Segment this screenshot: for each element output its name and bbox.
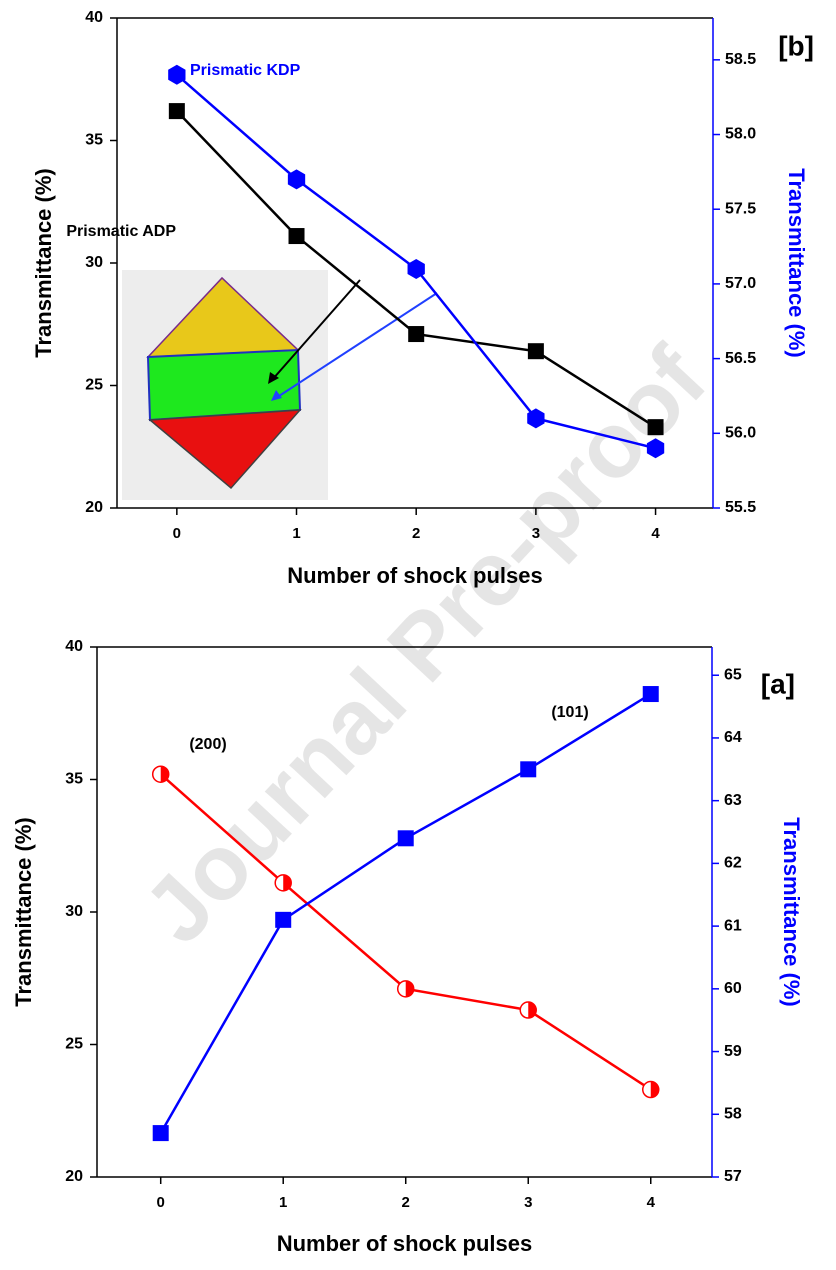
x-tick-label: 4	[647, 1194, 656, 1211]
series-label: (101)	[551, 704, 588, 721]
y2-tick-label: 65	[724, 666, 742, 683]
y-tick-label: 20	[65, 1168, 83, 1185]
marker	[397, 830, 414, 847]
y2-tick-label: 61	[724, 917, 742, 934]
marker	[519, 1001, 537, 1019]
marker	[274, 874, 292, 892]
marker	[287, 169, 306, 190]
y2-tick-label: 56.5	[725, 350, 756, 367]
marker	[168, 64, 186, 85]
arrow-head	[268, 372, 279, 384]
x-tick-label: 1	[292, 525, 300, 542]
y2-tick-label: 55.5	[725, 499, 756, 516]
y2-tick-label: 58	[724, 1105, 742, 1122]
marker	[151, 765, 170, 783]
y2-tick-label: 60	[724, 980, 742, 997]
x-axis-title: Number of shock pulses	[287, 563, 543, 588]
y2-tick-label: 58.0	[725, 126, 756, 143]
arrow	[275, 292, 438, 399]
marker	[642, 686, 659, 703]
y2-axis-title: Transmittance (%)	[779, 817, 804, 1007]
x-tick-label: 4	[651, 525, 660, 542]
y2-tick-label: 58.5	[725, 51, 756, 68]
marker	[641, 1080, 660, 1099]
marker	[647, 419, 664, 436]
marker	[527, 343, 544, 360]
inset-arrows	[268, 279, 438, 401]
marker-half	[528, 1002, 537, 1019]
marker	[646, 438, 665, 459]
y2-tick-label: 57.5	[725, 200, 756, 217]
marker	[520, 761, 537, 778]
y-tick-label: 25	[85, 377, 103, 394]
y-tick-label: 20	[85, 499, 103, 516]
arrow-head	[271, 390, 282, 401]
x-tick-label: 0	[173, 525, 181, 542]
inset-crystal	[122, 270, 328, 500]
y2-axis-title: Transmittance (%)	[784, 168, 809, 358]
marker	[275, 911, 292, 928]
marker-half	[160, 766, 169, 783]
y-tick-label: 25	[65, 1036, 83, 1053]
y2-tick-label: 56.0	[725, 425, 756, 442]
marker-half	[650, 1081, 659, 1098]
crystal-bottom-face	[148, 409, 302, 490]
marker	[408, 326, 425, 343]
y-tick-label: 30	[65, 903, 83, 920]
arrow	[271, 279, 361, 381]
series-label: Prismatic ADP	[66, 223, 176, 240]
x-tick-label: 3	[532, 525, 540, 542]
y-tick-label: 30	[85, 254, 103, 271]
marker	[168, 103, 185, 120]
marker	[288, 228, 305, 245]
x-tick-label: 0	[157, 1194, 165, 1211]
y2-tick-label: 59	[724, 1043, 742, 1060]
y2-tick-label: 63	[724, 792, 742, 809]
y2-tick-label: 64	[724, 729, 742, 746]
panel-label: [a]	[761, 668, 795, 699]
series-label: (200)	[189, 736, 226, 753]
series-label: Prismatic KDP	[190, 62, 301, 79]
panel-label: [b]	[778, 30, 814, 61]
marker	[396, 980, 415, 998]
y-tick-label: 40	[85, 9, 103, 26]
y-axis-title: Transmittance (%)	[31, 168, 56, 358]
marker-half	[405, 980, 414, 997]
crystal-middle-face	[146, 348, 302, 422]
y2-tick-label: 57	[724, 1168, 742, 1185]
x-tick-label: 1	[279, 1194, 287, 1211]
marker	[152, 1125, 169, 1142]
y-tick-label: 35	[85, 132, 103, 149]
y-tick-label: 40	[65, 638, 83, 655]
x-axis-title: Number of shock pulses	[277, 1231, 533, 1256]
y2-tick-label: 57.0	[725, 275, 756, 292]
x-tick-label: 2	[402, 1194, 410, 1211]
marker-half	[283, 874, 292, 891]
x-tick-label: 2	[412, 525, 420, 542]
x-tick-label: 3	[524, 1194, 532, 1211]
y-axis-title: Transmittance (%)	[11, 817, 36, 1007]
marker	[527, 408, 545, 429]
marker	[407, 258, 425, 279]
y2-tick-label: 62	[724, 855, 742, 872]
y-tick-label: 35	[65, 771, 83, 788]
